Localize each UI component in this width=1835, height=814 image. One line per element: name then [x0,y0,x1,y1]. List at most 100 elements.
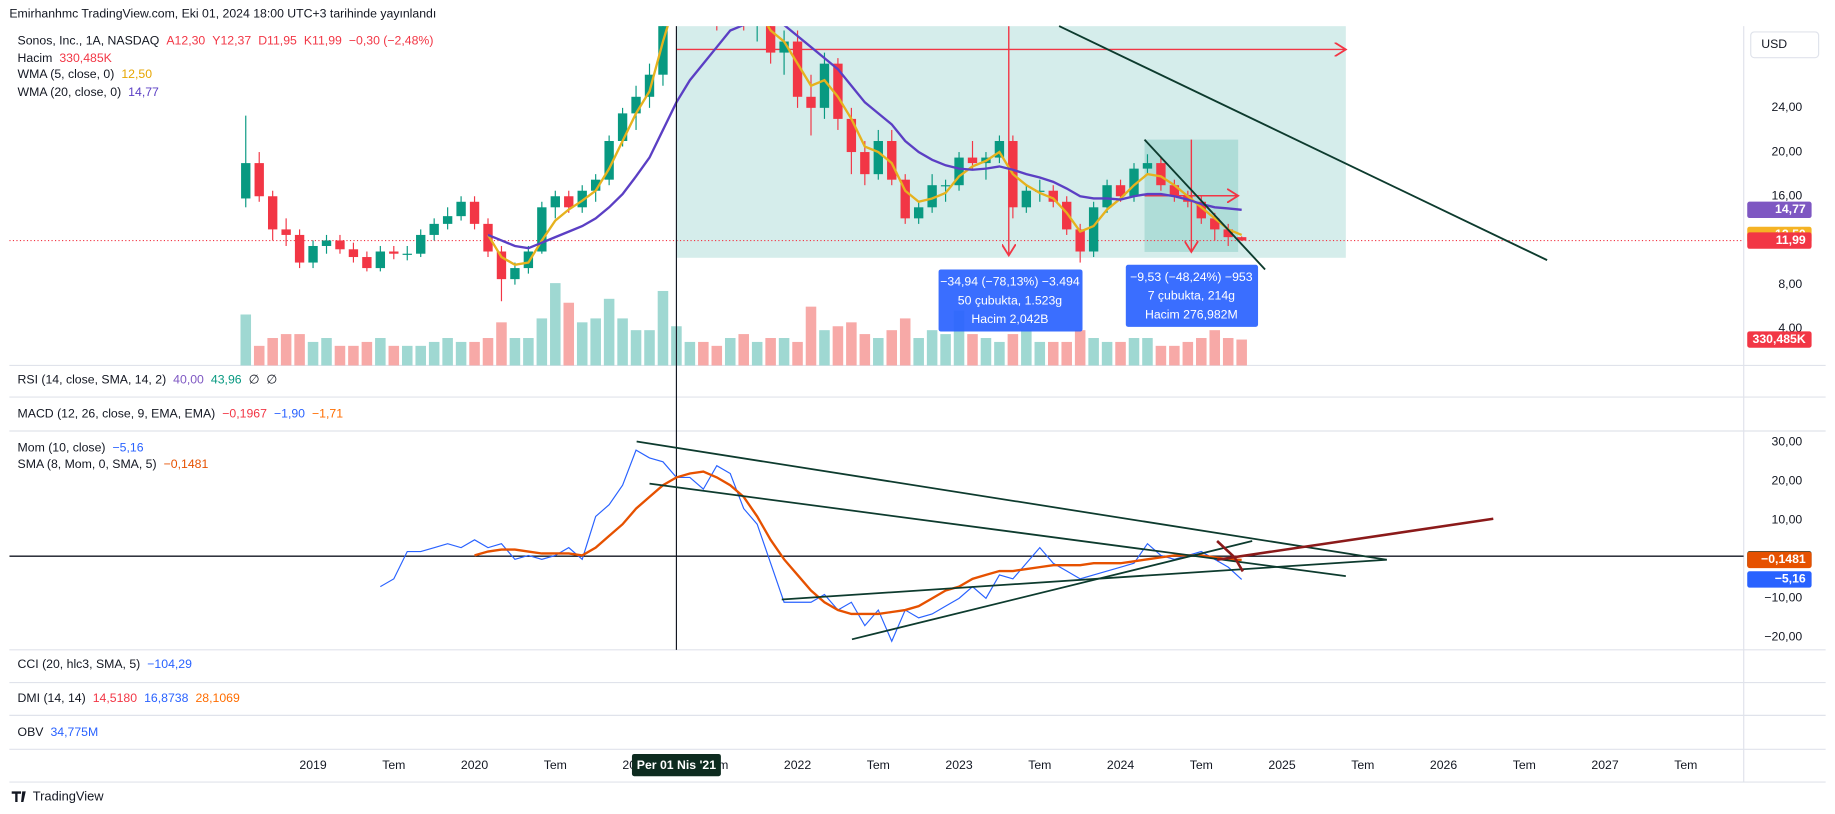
candle-body [1021,190,1032,208]
candle-body [537,207,547,252]
price-tag-label: −5,16 [1775,572,1806,586]
legend: WMA (20, close, 0) 14,77 [18,85,160,99]
volume-bar [899,318,911,366]
candle-body [1048,190,1058,202]
mom-legend: Mom (10, close) −5,16 [18,441,144,455]
x-tick-label: Tem [1674,758,1697,772]
y-tick-label: 10,00 [1772,513,1803,527]
candle-body [281,229,291,235]
measure-text: Hacim 276,982M [1145,307,1238,321]
volume-bar [832,326,844,366]
x-tick-label: Tem [1190,758,1213,772]
candle-body [375,251,386,269]
volume-bar [253,345,265,366]
candle-body [442,216,453,224]
volume-bar [509,338,521,366]
volume-bar [886,330,898,366]
x-tick-label: 2026 [1430,758,1457,772]
measure-text: 50 çubukta, 1.523g [958,293,1063,307]
volume-bar [724,338,736,366]
candle-body [1169,185,1180,197]
candle-body [294,234,305,263]
volume-bar [1034,341,1046,366]
candle-body [362,257,372,269]
header: Emirhanhmc TradingView.com, Eki 01, 2024… [9,7,436,21]
volume-bar [334,345,346,366]
logo [11,791,26,802]
mom-panel [9,449,1744,643]
price-tag [1747,551,1812,569]
candle-body [577,190,587,208]
volume-bar [576,322,588,366]
candle-body [456,201,466,217]
candle-body [927,185,937,208]
candle-body [1075,229,1085,252]
candle-body [1223,229,1233,238]
candle-body [241,163,251,199]
volume-bar [819,330,830,366]
mom-line [380,449,1243,643]
volume-bar [617,318,628,366]
volume-bar [321,338,332,366]
candle-body [604,140,614,180]
candle-body [402,253,412,255]
volume-bar [644,330,655,366]
x-tick-label: Tem [1351,758,1374,772]
volume-bar [859,334,871,366]
candle-body [496,251,507,280]
candle-body [1196,201,1206,219]
volume-bar [913,338,924,366]
candle-body [779,41,789,53]
currency-button[interactable] [1750,31,1820,59]
volume-bar [469,341,480,366]
y-tick-label: 20,00 [1772,144,1803,158]
volume-bar [375,338,386,366]
measure-text: 7 çubukta, 214g [1148,289,1235,303]
currency[interactable]: USD [1761,37,1787,51]
y-tick-label: 30,00 [1772,435,1803,449]
x-tick-label: Tem [544,758,567,772]
volume-bar [994,341,1005,366]
legend: Hacim 330,485K [18,51,113,65]
price-tag [1747,232,1812,249]
candle-body [550,196,560,208]
y-tick-label: 8,00 [1778,277,1802,291]
volume-bar [496,322,507,366]
volume-bar [873,338,884,366]
x-tick-label: Tem [382,758,405,772]
volume-bar [1074,330,1086,366]
candle-body [940,185,951,187]
dmi-legend: DMI (14, 14) 14,5180 16,8738 28,1069 [18,691,240,705]
candle-body [1088,207,1099,252]
candle-body [658,26,668,75]
volume-bar [940,334,951,366]
candle-body [1156,163,1166,186]
wma-line [487,26,1243,266]
y-tick-label: 20,00 [1772,474,1803,488]
measure-box: −9,53 (−48,24%) −953 7 çubukta, 214g Hac… [1125,264,1259,327]
candle-body [792,41,803,97]
y-tick-label: −20,00 [1764,630,1802,644]
candle-body [806,96,816,108]
volume-bar [348,345,359,366]
candle-body [860,152,870,175]
volume-bar [657,290,669,366]
y-tick-label: 16,00 [1772,189,1803,203]
candle-body [765,26,776,53]
sma-legend: SMA (8, Mom, 0, SMA, 5) −0,1481 [18,457,209,471]
price-tag-label: 330,485K [1753,332,1806,346]
volume-bar [1021,330,1032,366]
candle-body [617,113,628,141]
volume-bar [751,341,763,366]
price-tag-label: 14,77 [1775,202,1806,216]
crosshair-tag [631,753,721,777]
x-tick-label: 2022 [784,758,811,772]
y-tick-label: −10,00 [1764,591,1802,605]
y-tick-label: 24,00 [1772,100,1803,114]
candle-body [994,140,1005,158]
x-tick-label: 2025 [1268,758,1295,772]
volume-bar [536,318,548,366]
volume-bar [684,341,696,366]
mom-line [474,470,1242,616]
volume-bar [738,334,749,366]
